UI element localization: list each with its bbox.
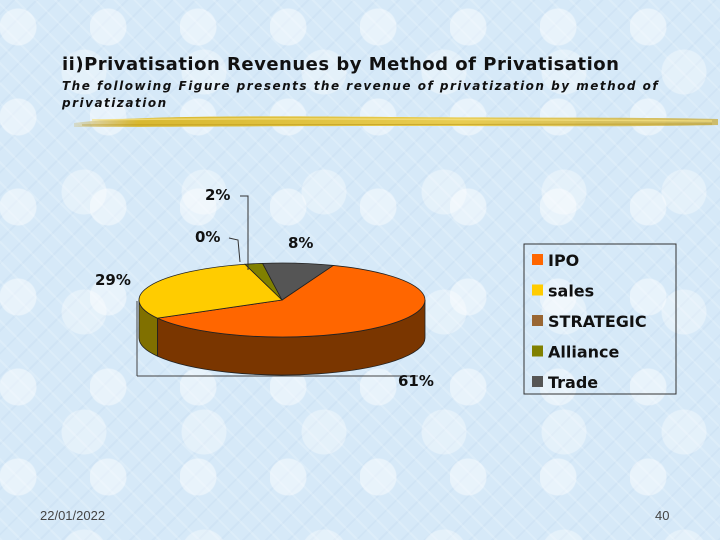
legend-swatch-ipo — [532, 254, 543, 265]
data-label-strategic: 0% — [195, 228, 220, 246]
legend-swatch-trade — [532, 376, 543, 387]
pie-slice-sales — [138, 263, 283, 319]
pie-slice-ipo — [156, 265, 426, 338]
leader-line-2pct — [240, 195, 249, 270]
legend-swatch-alliance — [532, 345, 543, 357]
legend-label-sales: sales — [548, 282, 594, 301]
data-label-sales: 29% — [95, 271, 131, 289]
data-label-ipo: 61% — [398, 372, 434, 390]
legend-label-trade: Trade — [548, 373, 598, 392]
slide-date: 22/01/2022 — [40, 508, 106, 523]
legend-label-strategic: STRATEGIC — [548, 312, 647, 331]
pie-slice-trade — [261, 262, 335, 301]
data-label-alliance: 2% — [205, 186, 230, 204]
data-label-trade: 8% — [288, 234, 313, 252]
page-number: 40 — [655, 508, 670, 523]
legend-box — [523, 243, 677, 395]
leader-line-0pct — [228, 237, 241, 263]
slide-title: ii)Privatisation Revenues by Method of P… — [62, 54, 620, 75]
legend-label-alliance: Alliance — [548, 343, 620, 362]
legend-swatch-strategic — [532, 315, 543, 326]
slide-subtitle: The following Figure presents the revenu… — [62, 79, 660, 110]
legend-swatch-sales — [532, 284, 543, 296]
brush-stroke-divider — [74, 116, 718, 127]
legend-label-ipo: IPO — [548, 251, 579, 270]
